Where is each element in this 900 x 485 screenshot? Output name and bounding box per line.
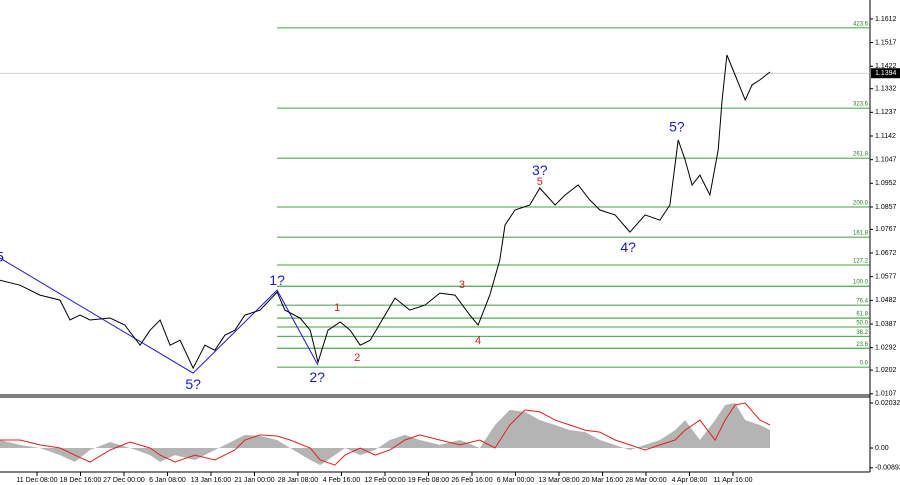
x-tick-label: 28 Mar 00:00 [625, 477, 666, 484]
wave-label: 4 [475, 335, 481, 347]
x-tick-label: 27 Dec 00:00 [103, 477, 145, 484]
x-tick-label: 4 Feb 16:00 [323, 477, 360, 484]
y2-tick-label: -0.00893 [875, 465, 900, 472]
fib-label: 200.0 [853, 201, 869, 207]
fib-label: 161.8 [853, 231, 869, 237]
fib-label: 0.0 [860, 361, 869, 367]
wave-label: 5? [185, 376, 201, 392]
wave-line [0, 257, 319, 374]
fib-label: 423.6 [853, 21, 869, 27]
fib-label: 23.6 [856, 342, 868, 348]
y-tick-label: 1.0387 [875, 321, 897, 328]
x-tick-label: 4 Apr 08:00 [672, 477, 708, 484]
y-tick-label: 1.0292 [875, 345, 897, 352]
x-tick-label: 12 Feb 00:00 [364, 477, 405, 484]
wave-label: 1 [334, 302, 340, 314]
y-tick-label: 1.0107 [875, 391, 897, 398]
fib-label: 76.4 [856, 299, 868, 305]
y-tick-label: 1.0577 [875, 274, 897, 281]
fib-label: 61.8 [856, 312, 868, 318]
wave-label: 4? [620, 239, 636, 255]
wave-label: 5 [537, 176, 543, 188]
x-tick-label: 6 Jan 08:00 [149, 477, 186, 484]
x-tick-label: 13 Jan 16:00 [191, 477, 232, 484]
y-tick-label: 1.0482 [875, 297, 897, 304]
y-tick-label: 1.1612 [875, 16, 897, 23]
y2-tick-label: 0.02032 [875, 400, 900, 407]
price-line [0, 54, 771, 370]
fib-label: 261.8 [853, 152, 869, 158]
y-tick-label: 1.0857 [875, 204, 897, 211]
fib-label: 50.0 [856, 321, 868, 327]
wave-label: 1? [269, 272, 285, 288]
histogram-area [0, 403, 770, 466]
current-price-box [871, 68, 900, 79]
x-tick-label: 11 Apr 16:00 [713, 477, 752, 484]
fib-label: 323.6 [853, 102, 869, 108]
wave-label: 5 [0, 249, 4, 265]
y-tick-label: 1.1142 [875, 133, 896, 140]
x-tick-label: 13 Mar 08:00 [538, 477, 579, 484]
y-tick-label: 1.0202 [875, 367, 897, 374]
fib-label: 100.0 [853, 280, 869, 286]
x-tick-label: 6 Mar 00:00 [497, 477, 534, 484]
y-tick-label: 1.1047 [875, 156, 897, 163]
y-tick-label: 1.0672 [875, 250, 897, 257]
x-tick-label: 11 Dec 08:00 [16, 477, 57, 484]
y-tick-label: 1.1332 [875, 86, 897, 93]
wave-label: 5? [669, 119, 685, 135]
y-tick-label: 1.1422 [875, 63, 897, 70]
y-tick-label: 1.1517 [875, 39, 897, 46]
x-tick-label: 18 Dec 16:00 [60, 477, 102, 484]
wave-label: 3 [459, 279, 465, 291]
x-tick-label: 20 Mar 16:00 [582, 477, 623, 484]
wave-label: 3? [532, 162, 548, 178]
wave-label: 2? [309, 369, 325, 385]
x-tick-label: 28 Jan 08:00 [278, 477, 319, 484]
y-tick-label: 1.0767 [875, 226, 897, 233]
x-tick-label: 19 Feb 08:00 [408, 477, 449, 484]
current-price-label: 1.1394 [875, 70, 897, 77]
signal-line [0, 402, 771, 466]
fib-label: 38.2 [856, 330, 868, 336]
x-tick-label: 21 Jan 00:00 [234, 477, 275, 484]
fib-label: 127.2 [853, 259, 869, 265]
y2-tick-label: 0.00 [875, 445, 889, 452]
wave-label: 2 [354, 352, 360, 364]
x-tick-label: 26 Feb 16:00 [451, 477, 492, 484]
y-tick-label: 1.0952 [875, 180, 897, 187]
y-tick-label: 1.1237 [875, 109, 897, 116]
